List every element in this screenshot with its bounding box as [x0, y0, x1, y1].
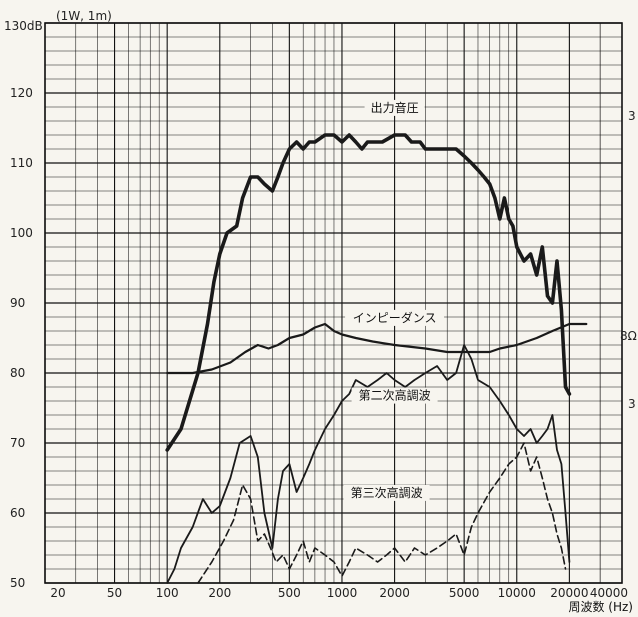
label-impedance-bg	[345, 309, 445, 326]
y-tick-label: 80	[10, 366, 25, 380]
label-output-spl: 出力音圧	[371, 100, 419, 115]
label-third-harmonic: 第三次高調波	[351, 485, 423, 500]
x-tick-label: 500	[278, 586, 301, 600]
y-tick-label: 60	[10, 506, 25, 520]
x-tick-label: 20	[50, 586, 65, 600]
x-tick-label: 50	[107, 586, 122, 600]
y-tick-label: 120	[10, 86, 33, 100]
grid	[44, 22, 623, 584]
y-tick-label: 100	[10, 226, 33, 240]
second-harmonic-curve	[166, 344, 571, 584]
curves	[165, 133, 588, 584]
label-output-spl-bg	[364, 99, 425, 116]
condition-label: (1W, 1m)	[56, 9, 112, 23]
x-tick-label: 20000	[550, 586, 588, 600]
right-label-top: 3	[628, 109, 636, 123]
label-second-harmonic-bg	[351, 387, 438, 404]
y-tick-labels: 120 110 100 90 80 70 60 50	[10, 86, 33, 590]
x-tick-label: 10000	[498, 586, 536, 600]
y-tick-label: 90	[10, 296, 25, 310]
x-axis-label: 周波数 (Hz)	[568, 599, 633, 614]
x-tick-label: 200	[208, 586, 231, 600]
label-third-harmonic-bg	[343, 484, 430, 501]
impedance-curve	[166, 322, 588, 375]
y-tick-label: 110	[10, 156, 33, 170]
x-tick-label: 40000	[590, 586, 628, 600]
x-tick-labels: 20 50 100 200 500 1000 2000 5000 10000 20000 40000	[50, 586, 628, 600]
label-impedance: インピーダンス	[353, 310, 437, 325]
y-tick-label: 50	[10, 576, 25, 590]
right-label-bottom: 3	[628, 397, 636, 411]
x-tick-label: 1000	[327, 586, 358, 600]
x-tick-label: 100	[156, 586, 179, 600]
y-top-label: 130dB	[4, 19, 43, 33]
third-harmonic-curve	[197, 442, 567, 584]
x-tick-label: 5000	[449, 586, 480, 600]
x-tick-label: 2000	[379, 586, 410, 600]
output-spl-curve	[165, 133, 572, 452]
right-label-mid: 8Ω	[620, 329, 637, 343]
label-second-harmonic: 第二次高調波	[359, 388, 431, 403]
y-tick-label: 70	[10, 436, 25, 450]
